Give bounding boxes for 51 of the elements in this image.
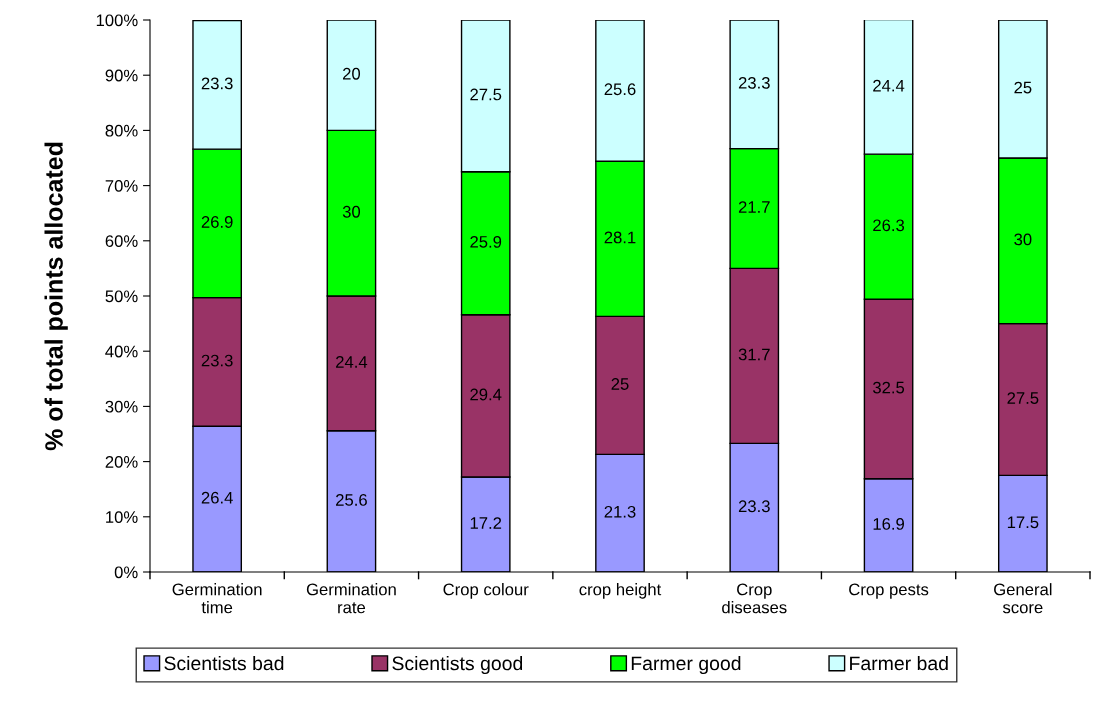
- data-label: 23.3: [201, 354, 233, 367]
- data-label: 25: [611, 378, 629, 390]
- data-label: 25: [1014, 81, 1032, 94]
- y-axis-title: % of total points allocated: [44, 142, 68, 451]
- data-label: 29.4: [470, 388, 502, 401]
- x-tick-label: crop height: [579, 583, 662, 599]
- y-tick-label: 0%: [114, 566, 138, 579]
- y-tick-label: 40%: [105, 345, 138, 358]
- x-tick-label: Crop diseases: [722, 583, 787, 614]
- x-tick-label: Crop colour: [443, 583, 529, 599]
- data-label: 30: [342, 205, 361, 218]
- y-tick-label: 50%: [105, 290, 138, 303]
- x-tick-label: Crop pests: [849, 583, 929, 599]
- data-label: 32.5: [872, 381, 905, 394]
- data-label: 30: [1014, 233, 1032, 246]
- y-tick-label: 80%: [105, 124, 138, 137]
- y-tick-label: 90%: [105, 69, 138, 82]
- data-label: 25.6: [604, 83, 636, 96]
- data-label: 25.6: [336, 494, 367, 506]
- legend-label: Farmer good: [631, 655, 741, 675]
- data-label: 24.4: [873, 79, 905, 92]
- data-label: 23.3: [738, 76, 770, 89]
- data-label: 24.4: [336, 356, 368, 368]
- y-tick-label: 100%: [96, 14, 138, 27]
- data-label: 25.9: [470, 235, 502, 248]
- legend-label: Farmer bad: [850, 655, 948, 671]
- data-label: 26.4: [201, 491, 233, 504]
- data-label: 16.9: [873, 518, 904, 530]
- y-tick-label: 10%: [106, 511, 138, 523]
- y-tick-label: 60%: [105, 235, 138, 247]
- legend-label: Scientists bad: [164, 655, 284, 671]
- data-label: 17.5: [1007, 516, 1039, 529]
- data-label: 31.7: [738, 348, 770, 361]
- data-label: 27.5: [1007, 392, 1039, 404]
- data-label: 28.1: [604, 231, 636, 244]
- y-tick-label: 30%: [105, 400, 138, 413]
- data-label: 23.3: [738, 500, 770, 513]
- x-tick-label: Germination time: [172, 583, 262, 614]
- data-label: 26.3: [873, 219, 905, 232]
- data-label: 21.3: [604, 505, 636, 518]
- data-label: 23.3: [201, 77, 233, 90]
- legend-label: Scientists good: [392, 655, 523, 675]
- y-tick-label: 70%: [105, 180, 138, 192]
- data-label: 27.5: [470, 88, 502, 101]
- data-label: 20: [343, 67, 361, 80]
- y-tick-label: 20%: [105, 456, 138, 468]
- x-tick-label: Germination rate: [306, 583, 396, 614]
- data-label: 21.7: [738, 201, 770, 213]
- data-label: 17.2: [470, 517, 502, 529]
- data-label: 26.9: [201, 216, 233, 228]
- x-tick-label: General score: [994, 583, 1052, 614]
